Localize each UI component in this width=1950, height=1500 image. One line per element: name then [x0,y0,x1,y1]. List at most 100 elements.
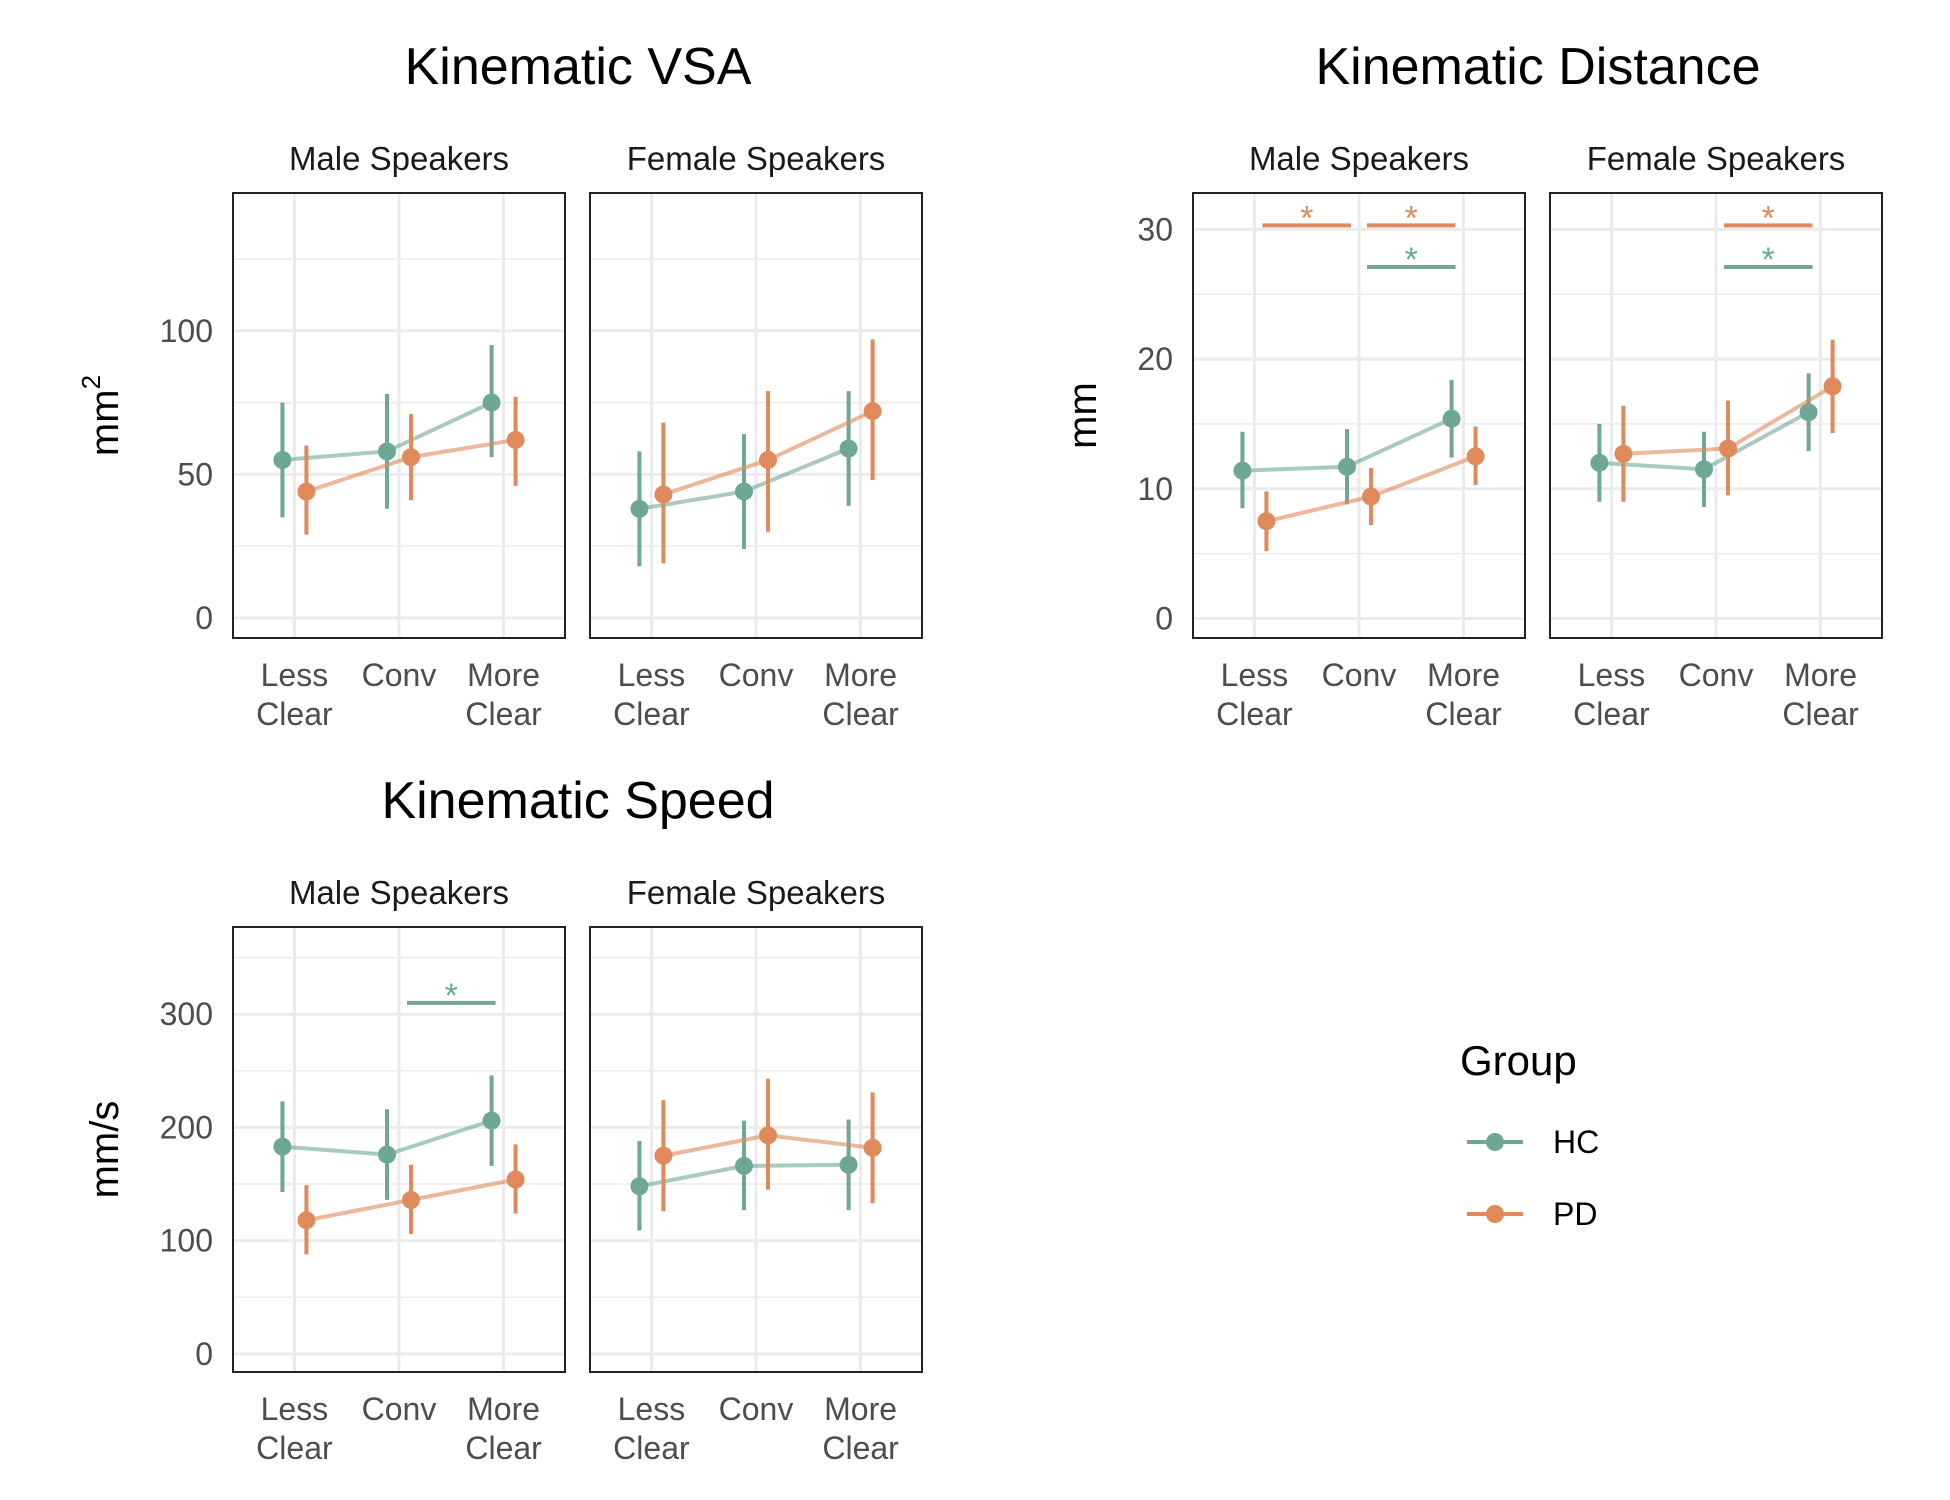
data-point-pd [654,1146,673,1165]
data-point-hc [378,442,396,461]
y-tick-label: 10 [1137,471,1173,507]
data-point-hc [1233,461,1252,480]
significance-star-hc: * [445,977,458,1015]
y-tick-label: 300 [160,996,213,1032]
legend-hc-swatch-dot [1486,1133,1504,1151]
data-point-pd [863,1138,882,1157]
x-tick-label-line: More [824,657,897,693]
data-point-hc [482,1111,501,1130]
x-tick-label-line: More [1427,657,1500,693]
data-point-hc [630,1177,649,1196]
x-tick-label-line: Less [618,1391,686,1427]
x-tick-label-line: Clear [1216,696,1293,732]
x-tick-label-line: More [467,657,540,693]
data-point-hc [1338,457,1356,476]
chart-title: Kinematic Distance [1315,38,1760,96]
panel-border [1549,192,1883,639]
x-tick-label-line: Conv [719,657,794,693]
x-tick-label-line: Clear [256,1430,333,1466]
panel-border [589,192,923,639]
panel-border [1192,192,1526,639]
significance-star-hc: * [1405,241,1418,279]
data-point-pd [1362,487,1380,506]
x-tick-label-line: More [1784,657,1857,693]
x-tick-label: Less Clear [1573,657,1650,732]
x-tick-label-line: Conv [362,657,437,693]
data-point-hc [735,1156,753,1175]
x-tick-label: More Clear [465,657,542,732]
facet-strip-label: Male Speakers [289,874,509,911]
x-tick-label: Conv [362,1391,437,1427]
legend-pd-label: PD [1553,1196,1597,1232]
data-point-hc [482,393,501,412]
x-tick-label: More Clear [1425,657,1502,732]
data-point-pd [506,430,525,449]
facet-strip-label: Female Speakers [627,140,886,177]
x-tick-label-line: Conv [719,1391,794,1427]
x-tick-label: More Clear [465,1391,542,1466]
x-tick-label: More Clear [822,1391,899,1466]
x-tick-label-line: Less [261,657,329,693]
x-tick-label: Conv [719,657,794,693]
x-tick-label: Less Clear [613,657,690,732]
data-point-hc [735,482,753,501]
panel-border [589,926,923,1373]
chart-kinematic-distance: Kinematic Distance mm 0 10 20 30 Male Speakers… [1061,38,1883,732]
y-tick-label: 30 [1137,211,1173,247]
data-point-pd [1614,444,1633,463]
legend-item-pd: PD [1467,1196,1597,1232]
data-point-hc [1695,460,1713,479]
x-tick-label-line: Clear [465,696,542,732]
data-point-pd [759,451,777,469]
x-tick-label: Less Clear [256,1391,333,1466]
x-tick-label: Conv [719,1391,794,1427]
data-point-hc [1799,403,1818,422]
data-point-pd [297,482,316,501]
x-tick-label-line: Clear [1425,696,1502,732]
data-point-pd [1823,377,1842,396]
panel-border [232,192,566,639]
x-tick-label-line: Conv [1322,657,1397,693]
data-point-pd [1466,447,1485,466]
facet-strip-label: Male Speakers [289,140,509,177]
y-axis-label: mm [1061,382,1105,449]
facet-strip-label: Female Speakers [627,874,886,911]
data-point-pd [759,1126,777,1145]
data-point-pd [506,1170,525,1189]
data-point-pd [863,402,882,421]
data-point-hc [1442,409,1461,428]
x-tick-label: More Clear [822,657,899,732]
facet-strip-label: Female Speakers [1587,140,1846,177]
x-tick-label-line: Clear [613,696,690,732]
x-tick-label-line: Clear [613,1430,690,1466]
facet-female-speakers: Female Speakers Less Clear Conv More Clear [589,874,923,1466]
x-tick-label-line: Conv [1679,657,1754,693]
x-tick-label-line: Less [1578,657,1646,693]
chart-title: Kinematic Speed [381,772,774,830]
y-tick-label: 200 [160,1109,213,1145]
x-tick-label: Conv [1679,657,1754,693]
x-tick-label-line: More [467,1391,540,1427]
data-point-hc [273,451,292,469]
legend-pd-swatch-dot [1486,1205,1504,1223]
x-tick-label-line: Clear [1782,696,1859,732]
significance-star-pd: * [1300,199,1313,237]
y-tick-label: 0 [195,1336,213,1372]
x-tick-label-line: Clear [1573,696,1650,732]
legend-hc-label: HC [1553,1124,1599,1160]
data-point-pd [1257,512,1276,531]
data-point-pd [402,1190,420,1209]
data-point-pd [1719,439,1737,458]
x-tick-label: Less Clear [613,1391,690,1466]
x-tick-label-line: Conv [362,1391,437,1427]
y-axis-label: mm2 [76,375,127,456]
panel-border [232,926,566,1373]
data-point-hc [630,499,649,518]
x-tick-label-line: Less [1221,657,1289,693]
chart-kinematic-speed: Kinematic Speed mm/s 0 100 200 300 Male Speake… [83,772,923,1466]
x-tick-label-line: Less [618,657,686,693]
